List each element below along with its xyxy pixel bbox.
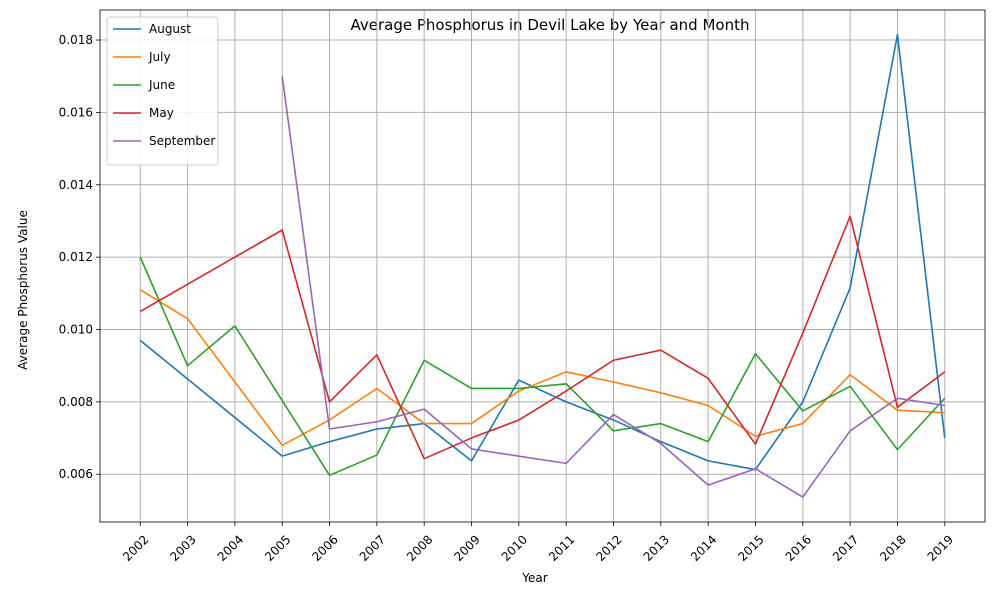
y-tick-label: 0.006: [59, 467, 93, 481]
y-tick-label: 0.016: [59, 105, 93, 119]
legend-label: September: [149, 134, 215, 148]
y-tick-label: 0.018: [59, 33, 93, 47]
series-line-july: [139, 289, 945, 447]
y-tick-label: 0.010: [59, 323, 93, 337]
legend-label: May: [149, 106, 174, 120]
y-tick-label: 0.014: [59, 178, 93, 192]
x-axis-label: Year: [521, 571, 547, 585]
legend-label: August: [149, 22, 191, 36]
series-line-june: [139, 256, 946, 477]
y-axis-label: Average Phosphorus Value: [16, 210, 30, 370]
y-tick-label: 0.008: [59, 395, 93, 409]
grid-lines: [100, 10, 985, 522]
chart-title: Average Phosphorus in Devil Lake by Year…: [351, 16, 750, 34]
series-line-may: [139, 215, 946, 460]
y-tick-label: 0.012: [59, 250, 93, 264]
legend-label: June: [148, 78, 175, 92]
legend-label: July: [148, 50, 171, 64]
legend: August July June May September: [106, 16, 219, 166]
series-lines: [139, 33, 946, 498]
legend-box: [106, 16, 219, 166]
plot-frame: [99, 9, 986, 523]
series-line-august: [139, 33, 946, 471]
series-line-september: [281, 76, 945, 498]
